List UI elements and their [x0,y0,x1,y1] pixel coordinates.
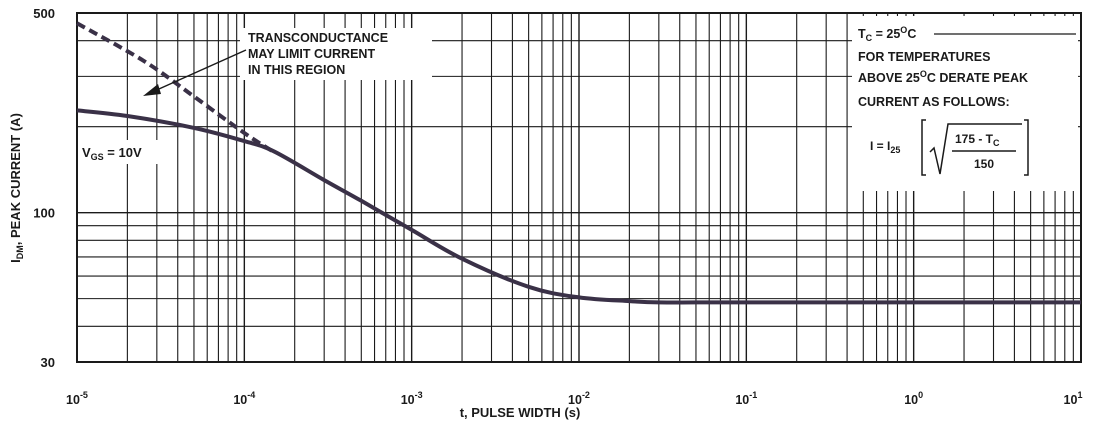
x-tick-label: 10-1 [735,390,757,407]
transconductance-line-3: IN THIS REGION [248,63,345,77]
y-tick-label: 30 [41,355,55,370]
current-as-follows-line: CURRENT AS FOLLOWS: [858,95,1010,109]
x-tick-label: 10-4 [233,390,255,407]
x-tick-label: 10-2 [568,390,590,407]
x-tick-label: 10-5 [66,390,88,407]
transconductance-limit-line [76,21,275,154]
transconductance-arrow-shaft [149,49,247,94]
for-temperatures-line: FOR TEMPERATURES [858,50,990,64]
y-tick-label: 100 [33,206,55,221]
vgs-label: VGS = 10V [82,145,142,162]
formula-sqrt-sign [929,123,1022,175]
y-tick-label: 500 [33,6,55,21]
formula-numerator: 175 - TC [955,132,1000,148]
x-tick-label: 10-3 [401,390,423,407]
transconductance-arrow-head [143,84,161,96]
series-layer [76,21,1081,305]
transconductance-label-bg [240,28,432,80]
vgs-annotation: VGS = 10V [80,140,164,164]
temperature-derating-note: TC = 25OC FOR TEMPERATURES ABOVE 25OC DE… [852,16,1078,191]
transconductance-annotation: TRANSCONDUCTANCE MAY LIMIT CURRENT IN TH… [143,28,432,96]
peak-current-curve [76,108,1081,305]
transconductance-line-1: TRANSCONDUCTANCE [248,31,388,45]
y-tick-labels: 500 100 30 [33,6,55,370]
derating-note-bg [852,16,1078,191]
tc-line: TC = 25OC [858,25,916,43]
x-tick-label: 100 [904,390,923,407]
vgs-label-bg [80,140,164,164]
formula-denominator: 150 [974,157,994,171]
x-tick-labels: 10-5 10-4 10-3 10-2 10-1 100 101 [66,390,1082,407]
formula-lhs: I = I25 [870,139,900,155]
formula-right-bracket [1024,119,1029,176]
x-axis-label: t, PULSE WIDTH (s) [460,405,581,420]
derating-formula: I = I25 175 - TC 150 [870,119,1029,176]
plot-frame [76,12,1082,363]
x-tick-label: 101 [1064,390,1083,407]
above-line: ABOVE 25OC DERATE PEAK [858,69,1028,85]
formula-left-bracket [921,119,926,176]
transconductance-line-2: MAY LIMIT CURRENT [248,47,375,61]
y-axis-label: IDM, PEAK CURRENT (A) [8,113,25,263]
